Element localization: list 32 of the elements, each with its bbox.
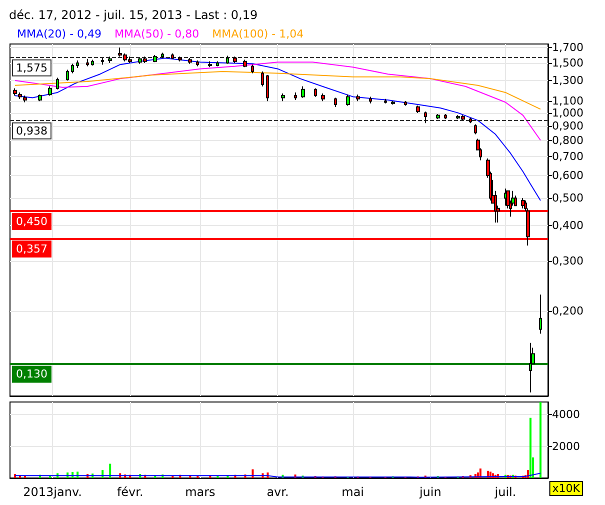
y-tick-label: 0,700: [552, 150, 584, 164]
text: MMA(50) - 0,80: [114, 28, 200, 40]
y-tick-label: 0,800: [552, 134, 584, 147]
x-tick-label: févr.: [116, 485, 144, 499]
x-tick-label: juil.: [494, 485, 516, 499]
chart-title: déc. 17, 2012 - juil. 15, 2013 - Last : 0,19: [9, 8, 258, 22]
x-tick-label: mars: [185, 485, 216, 499]
y-tick-label: 1,500: [552, 56, 584, 70]
y-tick-label: 1,300: [552, 74, 584, 88]
y-tick-label: 2000: [552, 440, 580, 453]
x-tick-label: juin: [418, 485, 442, 499]
ref-line-label: 0,938: [16, 124, 48, 138]
x-tick-label: mai: [342, 485, 364, 499]
y-tick-label: 0,500: [552, 192, 584, 205]
text: MMA(20) - 0,49: [17, 28, 102, 40]
x-tick-label: avr.: [266, 485, 289, 499]
x-tick-label: 2013janv.: [23, 485, 82, 499]
y-tick-label: 1,700: [552, 41, 584, 54]
text: x10K: [552, 482, 581, 495]
y-tick-label: 0,600: [552, 169, 584, 182]
y-tick-label: 0,400: [552, 219, 584, 232]
y-tick-label: 0,900: [552, 119, 584, 132]
ref-line-label: 0,130: [16, 368, 48, 381]
ref-line-label: 1,575: [16, 61, 48, 74]
y-tick-label: 4000: [552, 408, 580, 422]
text: MMA(100) - 1,04: [212, 28, 304, 40]
ref-line-label: 0,357: [16, 242, 48, 256]
y-tick-label: 0,300: [552, 254, 584, 268]
y-tick-label: 1,000: [552, 106, 584, 120]
ref-line-label: 0,450: [16, 215, 48, 228]
y-tick-label: 0,200: [552, 304, 584, 318]
y-tick-label: 1,100: [552, 94, 584, 108]
